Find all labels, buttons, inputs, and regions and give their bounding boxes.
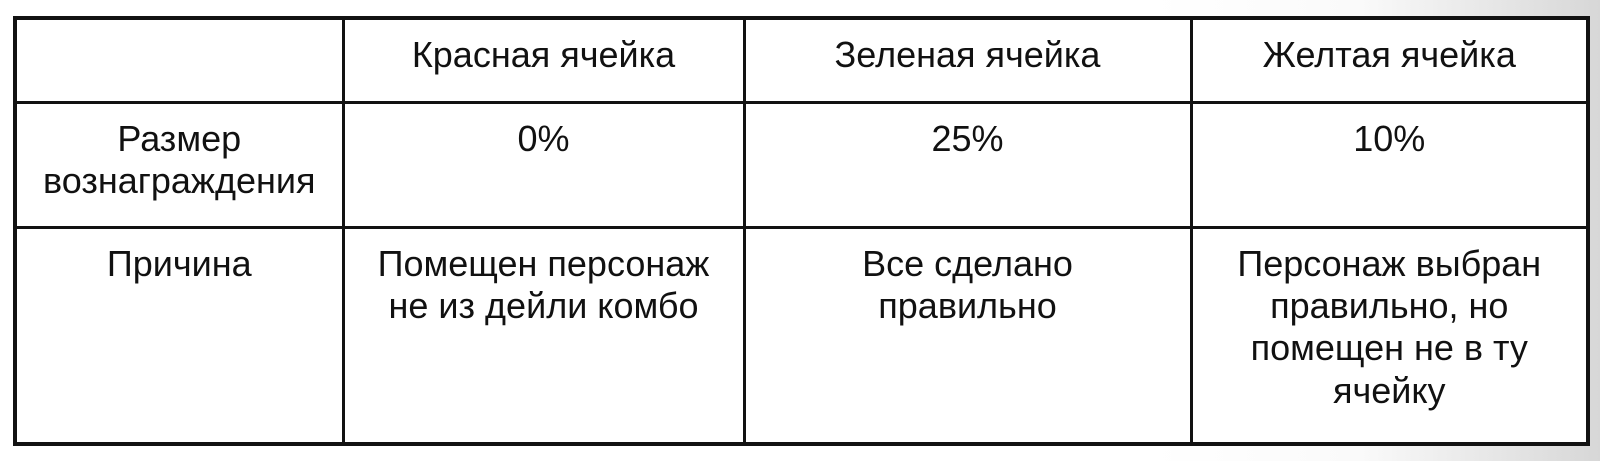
row-label-reason: Причина [13,225,345,446]
cell-green-reward: 25% [742,100,1193,229]
table-row-reason: Причина Помещен персонаж не из дейли ком… [13,225,1590,446]
cell-red-reward: 0% [341,100,746,229]
cell-yellow-reason: Персонаж выбран правильно, но помещен не… [1189,225,1590,446]
table-header-row: Красная ячейка Зеленая ячейка Желтая яче… [13,16,1590,104]
cell-green-reason: Все сделано правильно [742,225,1193,446]
cell-red-reason: Помещен персонаж не из дейли комбо [341,225,746,446]
column-header-red-cell: Красная ячейка [341,16,746,104]
column-header-yellow-cell: Желтая ячейка [1189,16,1590,104]
row-label-reward-size: Размер вознаграждения [13,100,345,229]
column-header-green-cell: Зеленая ячейка [742,16,1193,104]
table-row-reward-size: Размер вознаграждения 0% 25% 10% [13,100,1590,229]
reward-table: Красная ячейка Зеленая ячейка Желтая яче… [13,16,1590,446]
cell-yellow-reward: 10% [1189,100,1590,229]
corner-empty-cell [13,16,345,104]
